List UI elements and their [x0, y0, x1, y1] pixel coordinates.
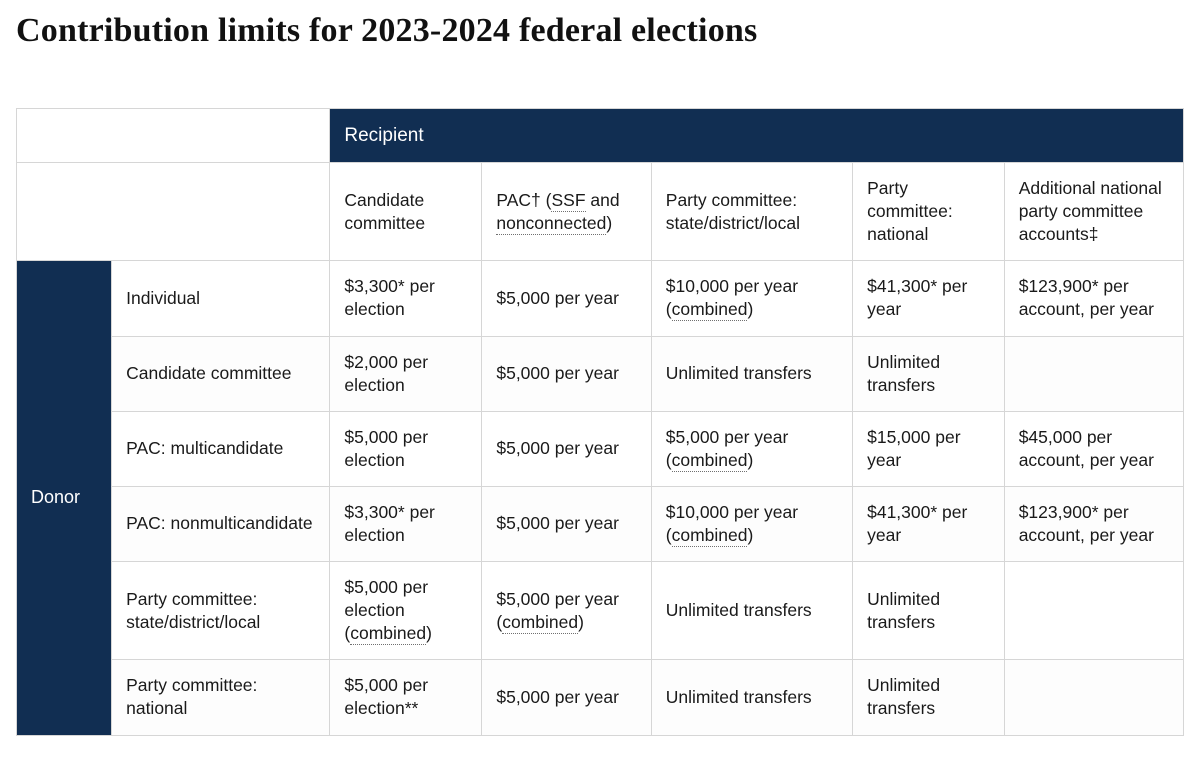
table-cell: $123,900* per account, per year	[1004, 486, 1183, 561]
table-cell: Unlimited transfers	[853, 660, 1005, 735]
table-cell: $5,000 per election (combined)	[330, 562, 482, 660]
row-header: Individual	[112, 261, 330, 336]
table-cell	[1004, 660, 1183, 735]
recipient-banner: Recipient	[330, 109, 1184, 163]
column-header: PAC† (SSF and nonconnected)	[482, 163, 651, 261]
column-header: Candidate committee	[330, 163, 482, 261]
table-row: Party committee: national$5,000 per elec…	[17, 660, 1184, 735]
column-header: Party committee: state/district/local	[651, 163, 852, 261]
table-cell: $3,300* per election	[330, 261, 482, 336]
row-header: Party committee: national	[112, 660, 330, 735]
table-cell: $10,000 per year (combined)	[651, 486, 852, 561]
table-row: DonorIndividual$3,300* per election$5,00…	[17, 261, 1184, 336]
table-cell: $123,900* per account, per year	[1004, 261, 1183, 336]
table-cell: $2,000 per election	[330, 336, 482, 411]
table-cell: $5,000 per year (combined)	[651, 411, 852, 486]
table-row: PAC: multicandidate$5,000 per election$5…	[17, 411, 1184, 486]
page-title: Contribution limits for 2023-2024 federa…	[16, 12, 1184, 50]
table-cell: $5,000 per year	[482, 336, 651, 411]
table-cell: $5,000 per year	[482, 411, 651, 486]
contribution-limits-table: Recipient Candidate committeePAC† (SSF a…	[16, 108, 1184, 736]
table-cell: Unlimited transfers	[651, 562, 852, 660]
table-cell: $45,000 per account, per year	[1004, 411, 1183, 486]
row-header: PAC: nonmulticandidate	[112, 486, 330, 561]
column-header: Additional national party committee acco…	[1004, 163, 1183, 261]
table-cell: $5,000 per election	[330, 411, 482, 486]
table-cell: $41,300* per year	[853, 261, 1005, 336]
table-cell	[1004, 562, 1183, 660]
table-cell: $5,000 per year (combined)	[482, 562, 651, 660]
table-row: Party committee: state/district/local$5,…	[17, 562, 1184, 660]
table-cell	[1004, 336, 1183, 411]
table-cell: $41,300* per year	[853, 486, 1005, 561]
table-row: PAC: nonmulticandidate$3,300* per electi…	[17, 486, 1184, 561]
row-header: Candidate committee	[112, 336, 330, 411]
donor-banner: Donor	[17, 261, 112, 735]
table-cell: Unlimited transfers	[853, 336, 1005, 411]
table-cell: Unlimited transfers	[853, 562, 1005, 660]
table-cell: $5,000 per year	[482, 660, 651, 735]
table-cell: $3,300* per election	[330, 486, 482, 561]
table-cell: $5,000 per year	[482, 486, 651, 561]
table-cell: $5,000 per year	[482, 261, 651, 336]
row-header: Party committee: state/district/local	[112, 562, 330, 660]
table-row: Candidate committee$2,000 per election$5…	[17, 336, 1184, 411]
table-cell: $10,000 per year (combined)	[651, 261, 852, 336]
corner-empty	[17, 163, 330, 261]
column-header: Party committee: national	[853, 163, 1005, 261]
row-header: PAC: multicandidate	[112, 411, 330, 486]
table-cell: $5,000 per election**	[330, 660, 482, 735]
corner-empty	[17, 109, 330, 163]
table-cell: $15,000 per year	[853, 411, 1005, 486]
table-cell: Unlimited transfers	[651, 660, 852, 735]
table-cell: Unlimited transfers	[651, 336, 852, 411]
